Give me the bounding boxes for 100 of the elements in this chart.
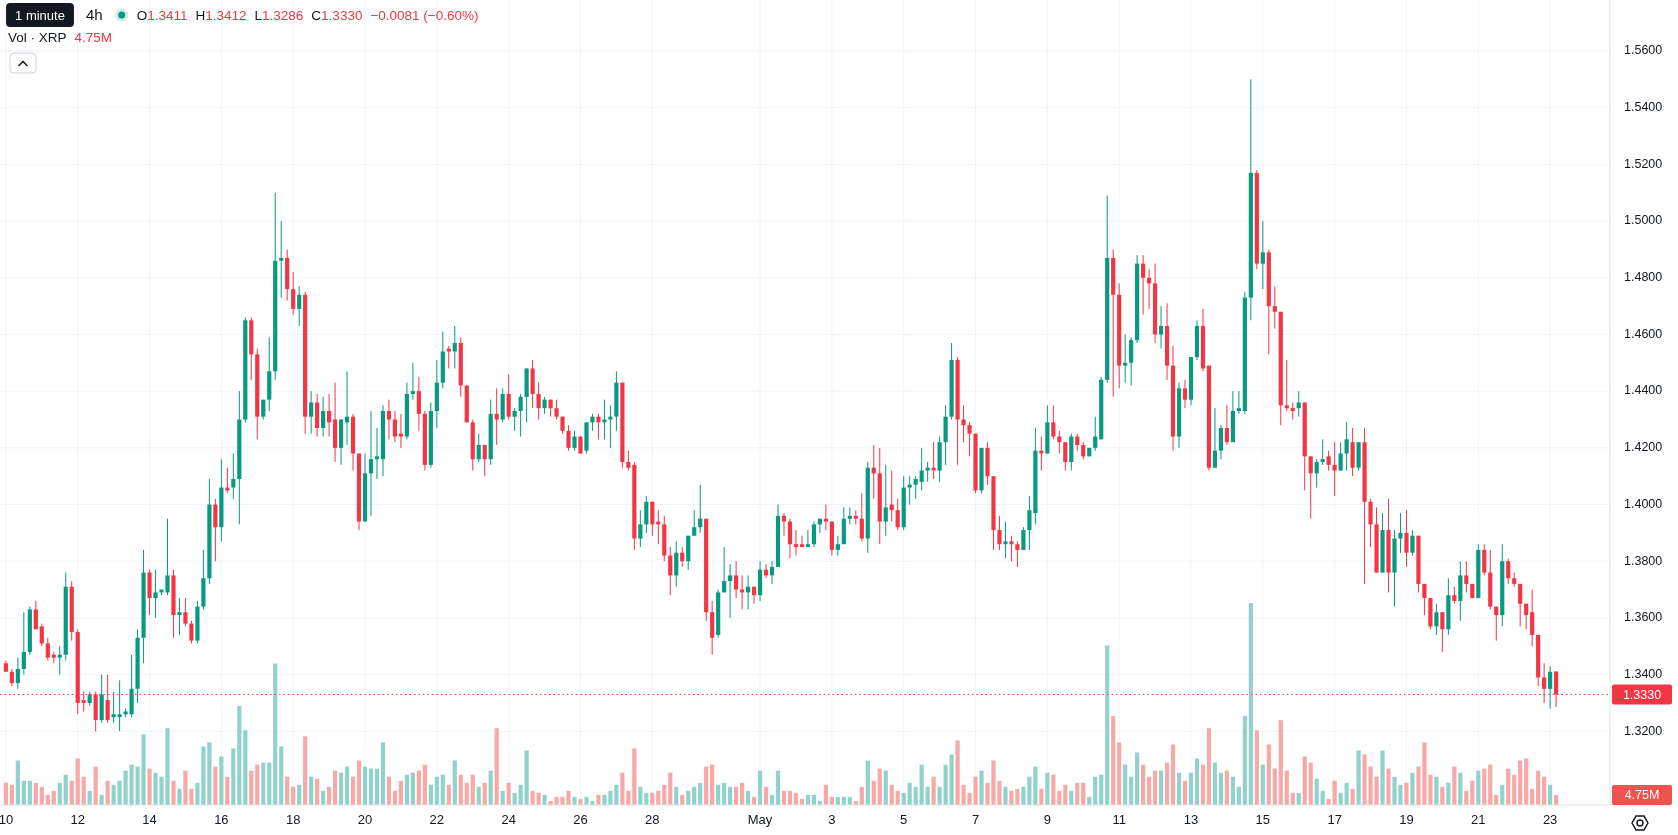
candlestick bbox=[476, 433, 481, 463]
bar bbox=[404, 774, 410, 805]
candlestick bbox=[668, 546, 673, 596]
candlestick bbox=[327, 393, 332, 438]
bar bbox=[1170, 744, 1176, 805]
bar bbox=[1254, 730, 1259, 805]
x-tick-label: 20 bbox=[357, 812, 373, 827]
candlestick bbox=[781, 512, 787, 537]
y-tick-label: 1.3800 bbox=[1624, 553, 1663, 568]
candlestick bbox=[907, 475, 912, 506]
candlestick bbox=[1464, 560, 1469, 593]
candlestick bbox=[386, 399, 392, 440]
candlestick bbox=[626, 450, 631, 472]
candlestick bbox=[1398, 512, 1403, 554]
candlestick bbox=[1141, 254, 1146, 316]
bar bbox=[1135, 752, 1140, 805]
bar bbox=[1045, 772, 1050, 805]
candlestick bbox=[1440, 611, 1445, 653]
bar bbox=[1176, 772, 1182, 805]
annotation: C1.3330 bbox=[311, 8, 363, 23]
annotation: Vol · XRP bbox=[8, 30, 67, 45]
y-tick-label: 1.5200 bbox=[1624, 156, 1663, 171]
candlestick bbox=[650, 501, 655, 537]
candlestick bbox=[494, 387, 499, 446]
bar bbox=[315, 778, 320, 805]
bar bbox=[1332, 780, 1337, 805]
bar bbox=[177, 788, 182, 805]
bar bbox=[775, 770, 781, 805]
bar bbox=[285, 776, 290, 805]
bar bbox=[1272, 768, 1277, 805]
y-tick-label: 1.4800 bbox=[1624, 270, 1663, 285]
bar bbox=[1266, 744, 1271, 805]
candlestick bbox=[913, 475, 918, 500]
ref-line-label: 1.3330 bbox=[1622, 687, 1662, 702]
bar bbox=[171, 780, 176, 805]
candlestick bbox=[1344, 421, 1349, 472]
bar bbox=[620, 772, 625, 805]
bar bbox=[1470, 780, 1475, 805]
bar bbox=[1380, 750, 1385, 805]
annotation: L1.3286 bbox=[254, 8, 304, 23]
candlestick bbox=[177, 597, 182, 636]
bar bbox=[362, 766, 368, 805]
bar bbox=[1512, 774, 1517, 805]
x-tick-label: 7 bbox=[971, 812, 980, 827]
bar bbox=[979, 770, 984, 805]
bar bbox=[1206, 728, 1212, 805]
x-tick-label: 16 bbox=[214, 812, 229, 827]
bar bbox=[883, 770, 888, 805]
bar bbox=[1141, 764, 1146, 805]
candlestick bbox=[554, 399, 559, 421]
candlestick bbox=[297, 285, 302, 327]
bar bbox=[1093, 776, 1098, 805]
candlestick bbox=[1260, 220, 1265, 290]
bar bbox=[1099, 774, 1104, 805]
candlestick bbox=[45, 637, 50, 661]
bar bbox=[710, 764, 715, 805]
candlestick bbox=[919, 447, 924, 491]
bar bbox=[267, 762, 272, 805]
bar bbox=[931, 776, 936, 805]
x-tick-label: 14 bbox=[142, 812, 157, 827]
bar bbox=[1075, 782, 1080, 805]
bar bbox=[416, 770, 421, 805]
bar bbox=[632, 748, 637, 805]
candlestick bbox=[1434, 603, 1439, 636]
annotation: 1 minute bbox=[15, 8, 65, 23]
x-tick-label: 24 bbox=[501, 812, 516, 827]
bar bbox=[69, 780, 74, 805]
bar bbox=[105, 780, 110, 805]
candlestick bbox=[596, 413, 601, 440]
candlestick bbox=[506, 373, 511, 421]
bar bbox=[668, 772, 673, 805]
x-tick-label: 3 bbox=[828, 812, 836, 827]
candlestick bbox=[279, 220, 284, 299]
candlestick bbox=[512, 407, 517, 432]
bar bbox=[368, 768, 374, 805]
x-tick-label: 22 bbox=[429, 812, 445, 827]
bar bbox=[380, 742, 386, 805]
x-tick-label: 9 bbox=[1043, 812, 1051, 827]
bar bbox=[1242, 716, 1247, 805]
candlestick bbox=[1338, 441, 1343, 472]
candlestick bbox=[398, 413, 404, 449]
candlestick bbox=[1236, 390, 1241, 415]
candlestick bbox=[1548, 665, 1553, 710]
bar bbox=[3, 782, 8, 805]
bar bbox=[1033, 766, 1038, 805]
candlestick bbox=[722, 546, 727, 593]
bar bbox=[237, 706, 242, 805]
bar bbox=[1446, 782, 1451, 805]
y-tick-label: 1.5600 bbox=[1624, 43, 1663, 58]
x-tick-label: 26 bbox=[573, 812, 588, 827]
candlestick bbox=[1410, 529, 1415, 557]
candlestick bbox=[1009, 535, 1014, 562]
bar bbox=[27, 780, 32, 805]
candlestick bbox=[1308, 455, 1313, 520]
x-tick-label: 12 bbox=[70, 812, 85, 827]
candlestick bbox=[883, 464, 888, 537]
candlestick bbox=[117, 679, 122, 732]
candlestick bbox=[1404, 509, 1409, 568]
text: 4.75M bbox=[1624, 788, 1660, 803]
bar bbox=[494, 728, 499, 805]
